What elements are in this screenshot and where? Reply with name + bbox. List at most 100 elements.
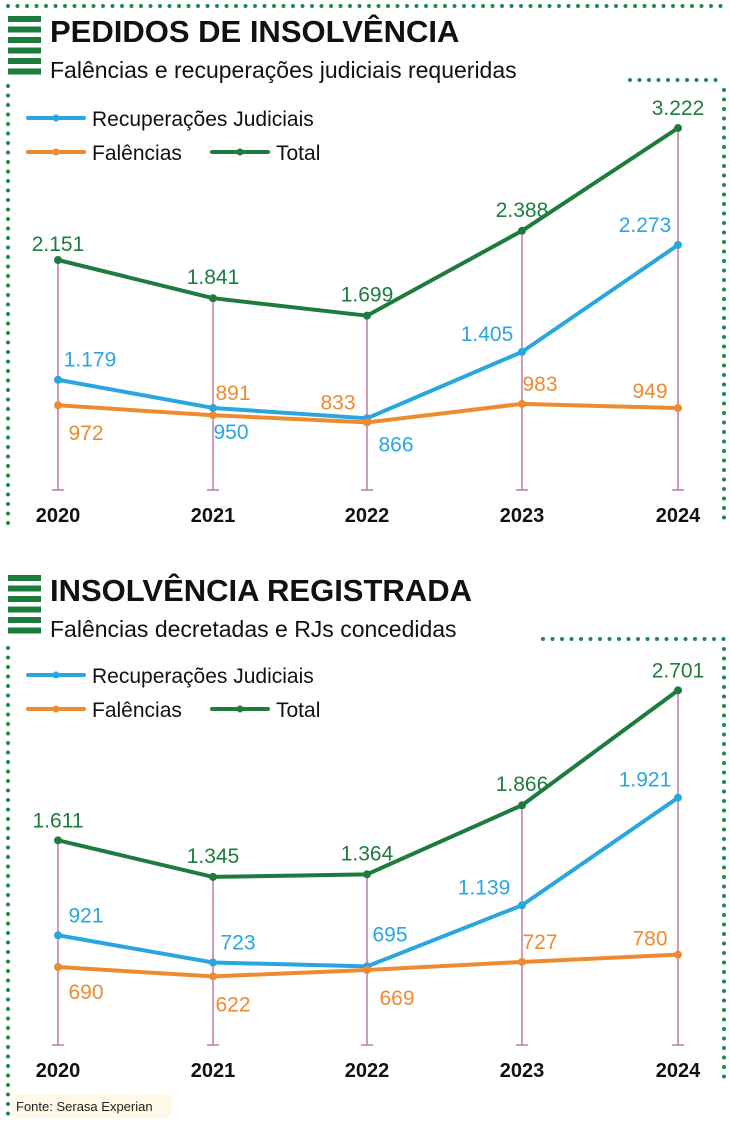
data-point xyxy=(209,294,217,303)
data-point xyxy=(363,870,371,879)
data-point xyxy=(518,399,526,408)
series-falencias: 972 891 833 983 949 xyxy=(54,373,682,445)
data-label: 1.699 xyxy=(341,284,394,307)
data-point xyxy=(209,958,217,967)
legend-item-falencias: Falências xyxy=(26,142,182,165)
data-label: 690 xyxy=(68,981,103,1004)
legend-item-rj: Recuperações Judiciais xyxy=(26,665,314,688)
x-tick-label: 2023 xyxy=(500,505,545,527)
data-label: 949 xyxy=(632,380,667,403)
legend-marker xyxy=(52,114,60,122)
data-label: 1.921 xyxy=(619,769,672,792)
source-background xyxy=(12,1094,172,1118)
data-point xyxy=(209,403,217,412)
legend-item-falencias: Falências xyxy=(26,699,182,722)
x-tick-label: 2022 xyxy=(345,505,390,527)
data-label: 921 xyxy=(68,904,103,927)
legend-marker xyxy=(236,705,244,713)
data-label: 1.179 xyxy=(64,349,117,372)
data-label: 2.388 xyxy=(496,199,549,222)
legend-marker xyxy=(236,148,244,156)
legend-label: Falências xyxy=(92,699,182,722)
data-label: 723 xyxy=(220,932,255,955)
legend-label: Recuperações Judiciais xyxy=(92,108,314,131)
data-label: 1.139 xyxy=(458,876,511,899)
series-total: 1.611 1.345 1.364 1.866 2.701 xyxy=(33,659,705,881)
data-label: 669 xyxy=(379,987,414,1010)
data-point xyxy=(518,801,526,810)
data-label: 950 xyxy=(213,421,248,444)
data-point xyxy=(518,347,526,356)
x-tick-label: 2024 xyxy=(656,1060,701,1082)
x-tick-label: 2021 xyxy=(191,1060,236,1082)
data-point xyxy=(674,240,682,249)
data-point xyxy=(518,901,526,910)
stacked-bars-icon xyxy=(8,16,41,75)
data-label: 833 xyxy=(320,391,355,414)
data-label: 622 xyxy=(215,993,250,1016)
legend-item-total: Total xyxy=(210,142,320,165)
x-tick-label: 2020 xyxy=(36,1060,81,1082)
data-point xyxy=(54,963,62,972)
data-label: 1.841 xyxy=(187,266,240,289)
data-point xyxy=(54,375,62,384)
legend-label: Total xyxy=(276,699,320,722)
data-label: 983 xyxy=(522,373,557,396)
data-point xyxy=(674,950,682,959)
data-point xyxy=(209,411,217,420)
data-point xyxy=(54,931,62,940)
data-label: 1.405 xyxy=(461,323,514,346)
data-point xyxy=(209,972,217,981)
data-label: 695 xyxy=(372,923,407,946)
data-label: 2.701 xyxy=(652,659,705,682)
data-point xyxy=(518,226,526,235)
data-point xyxy=(674,686,682,695)
legend-label: Recuperações Judiciais xyxy=(92,665,314,688)
data-label: 1.611 xyxy=(33,809,84,832)
x-tick-label: 2024 xyxy=(656,505,701,527)
data-point xyxy=(363,418,371,427)
data-point xyxy=(54,255,62,264)
series-line xyxy=(57,796,680,969)
x-tick-label: 2023 xyxy=(500,1060,545,1082)
x-tick-label: 2022 xyxy=(345,1060,390,1082)
data-label: 891 xyxy=(215,382,250,405)
legend-marker xyxy=(52,671,60,679)
chart-subtitle: Falências decretadas e RJs concedidas xyxy=(50,616,457,642)
data-label: 1.866 xyxy=(496,773,549,796)
chart-title: INSOLVÊNCIA REGISTRADA xyxy=(50,572,472,608)
series-rj: 1.179 950 866 1.405 2.273 xyxy=(54,214,682,456)
legend-item-total: Total xyxy=(210,699,320,722)
legend-label: Total xyxy=(276,142,320,165)
data-label: 780 xyxy=(632,928,667,951)
data-point xyxy=(363,965,371,974)
data-point xyxy=(674,404,682,413)
data-label: 2.151 xyxy=(32,233,85,256)
data-label: 3.222 xyxy=(652,97,705,120)
chart-panel-1: PEDIDOS DE INSOLVÊNCIA Falências e recupe… xyxy=(8,13,704,527)
data-label: 972 xyxy=(68,422,103,445)
data-label: 727 xyxy=(522,931,557,954)
series-falencias: 690 622 669 727 780 xyxy=(54,928,682,1016)
data-label: 1.345 xyxy=(187,845,240,868)
legend-marker xyxy=(52,148,60,156)
data-point xyxy=(363,311,371,320)
x-tick-label: 2021 xyxy=(191,505,236,527)
series-total: 2.151 1.841 1.699 2.388 3.222 xyxy=(32,97,705,320)
x-tick-label: 2020 xyxy=(36,505,81,527)
data-label: 866 xyxy=(378,433,413,456)
series-line xyxy=(57,243,680,421)
chart-subtitle: Falências e recuperações judiciais reque… xyxy=(50,57,517,83)
data-point xyxy=(674,793,682,802)
data-label: 1.364 xyxy=(341,842,394,865)
data-point xyxy=(518,957,526,966)
data-label: 2.273 xyxy=(619,214,672,237)
legend-item-rj: Recuperações Judiciais xyxy=(26,108,314,131)
series-rj: 921 723 695 1.139 1.921 xyxy=(54,769,682,971)
chart-title: PEDIDOS DE INSOLVÊNCIA xyxy=(50,13,459,49)
stacked-bars-icon xyxy=(8,575,41,634)
data-point xyxy=(674,124,682,133)
data-point xyxy=(209,872,217,881)
data-point xyxy=(54,401,62,410)
